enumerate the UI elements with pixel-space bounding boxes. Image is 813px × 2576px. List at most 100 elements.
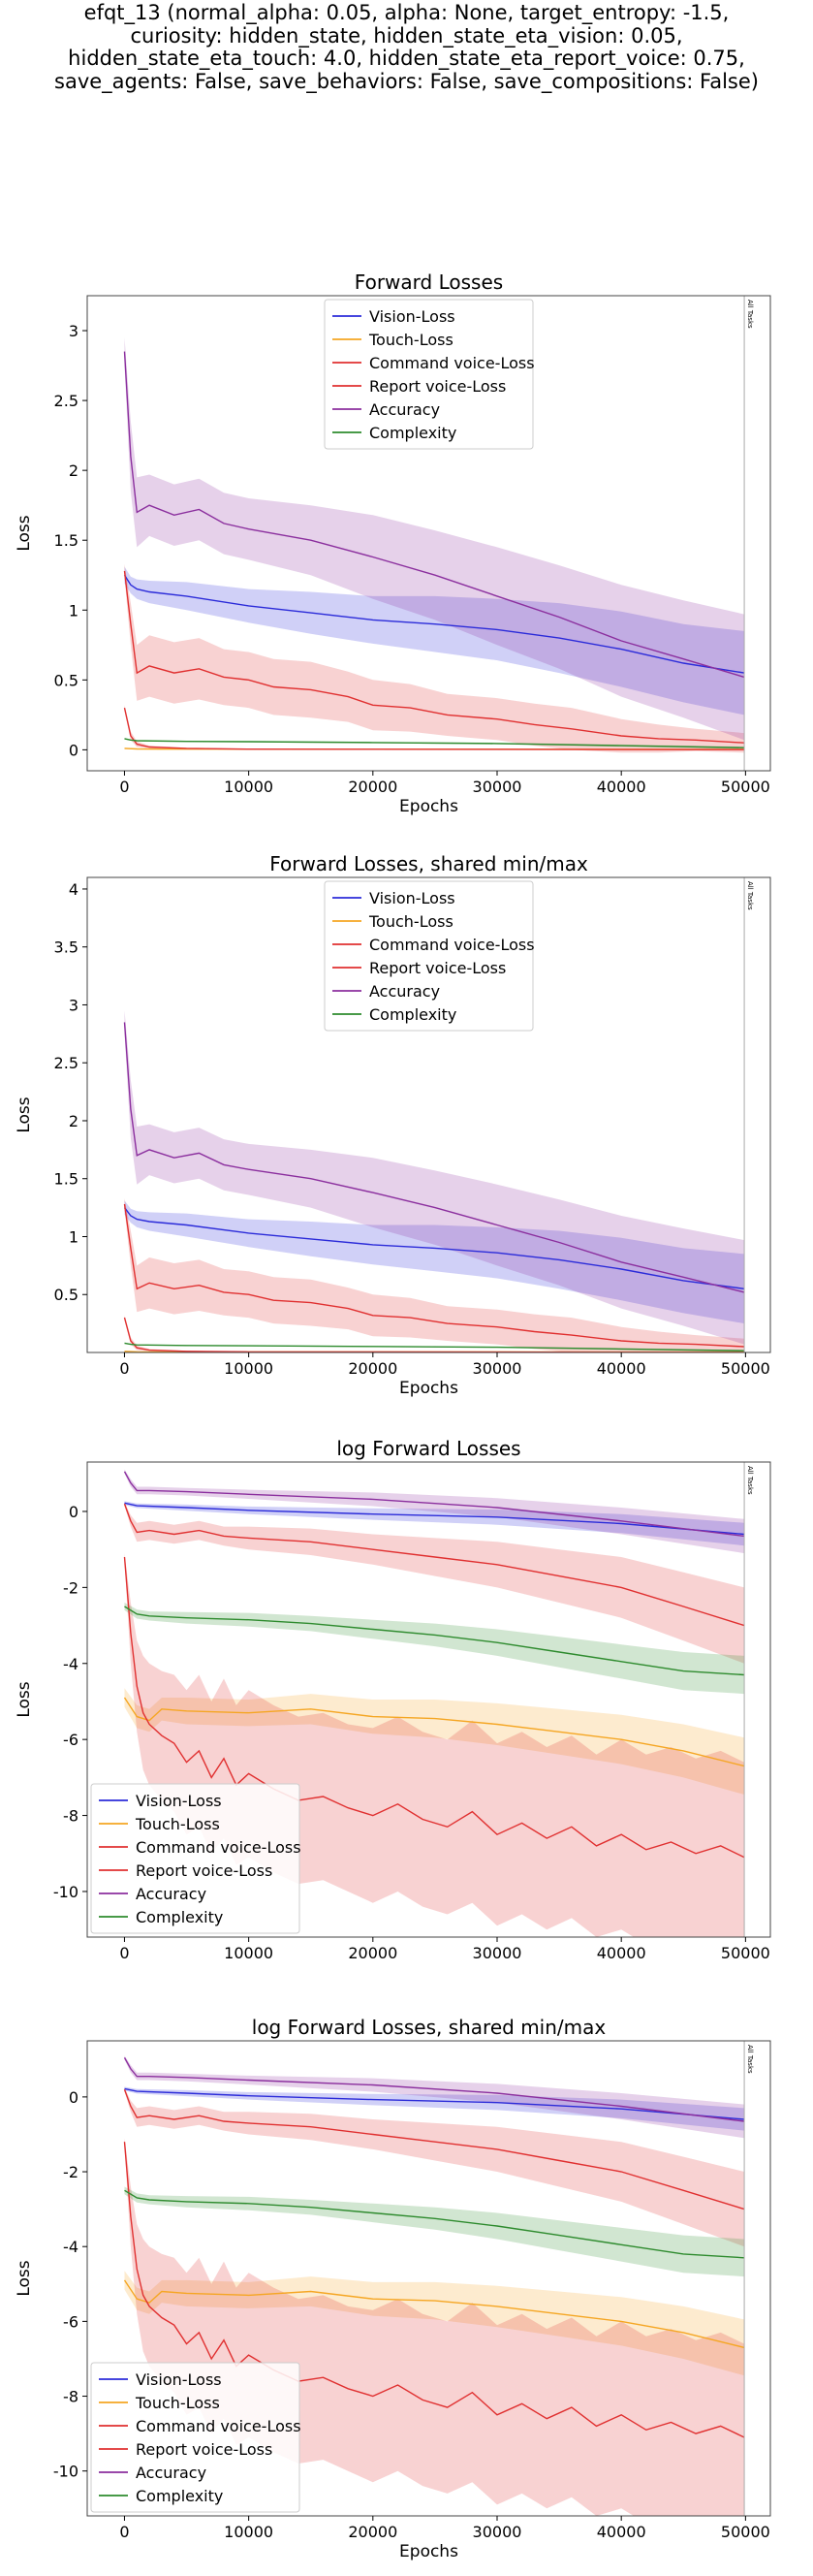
chart-forward-losses: Forward Losses All Tasks 0 10000 20000 30000 4… xyxy=(15,270,771,816)
band-vision xyxy=(124,2086,745,2131)
legend: Vision-Loss Touch-Loss Command voice-Loss R… xyxy=(90,2362,301,2513)
legend-label-touch: Touch-Loss xyxy=(368,912,453,931)
y-axis-label: Loss xyxy=(15,515,34,551)
y-tick-label: 0 xyxy=(69,1503,78,1521)
x-tick-label: 20000 xyxy=(348,1359,397,1378)
band-accuracy xyxy=(124,1010,745,1345)
x-axis-label: Epochs xyxy=(399,2542,458,2561)
band-command xyxy=(124,563,745,753)
x-tick-label: 40000 xyxy=(597,1944,646,1962)
x-tick-label: 30000 xyxy=(473,778,522,796)
legend-label-command: Command voice-Loss xyxy=(369,936,535,954)
chart-log-forward-losses-shared: log Forward Losses, shared min/max All Ta… xyxy=(15,2016,771,2561)
y-tick-label: 1 xyxy=(69,601,78,620)
line-complexity xyxy=(124,738,745,748)
y-tick-label: 0.5 xyxy=(54,1286,78,1304)
y-tick-label: -4 xyxy=(63,1655,78,1673)
x-tick-label: 30000 xyxy=(473,2523,522,2541)
line-complexity xyxy=(124,2189,745,2259)
x-tick-label: 10000 xyxy=(224,778,273,796)
band-touch xyxy=(124,1688,745,1795)
x-tick-label: 0 xyxy=(119,1359,129,1378)
y-axis-label: Loss xyxy=(15,2260,34,2296)
y-tick-label: -8 xyxy=(63,1807,78,1826)
y-tick-label: -6 xyxy=(63,2312,78,2331)
x-tick-label: 0 xyxy=(119,2523,129,2541)
line-command xyxy=(123,570,745,744)
line-touch xyxy=(123,2279,745,2349)
legend-label-complexity: Complexity xyxy=(369,1005,456,1024)
band-touch xyxy=(124,2271,745,2376)
x-tick-label: 0 xyxy=(119,1944,129,1962)
legend-label-complexity: Complexity xyxy=(136,1908,223,1926)
band-complexity xyxy=(124,2186,745,2277)
x-tick-label: 20000 xyxy=(348,2523,397,2541)
y-tick-label: 1 xyxy=(69,1227,78,1246)
legend: Vision-Loss Touch-Loss Command voice-Loss R… xyxy=(324,880,535,1032)
x-tick-label: 0 xyxy=(119,778,129,796)
line-touch xyxy=(123,1697,745,1767)
line-complexity xyxy=(124,1342,745,1352)
line-vision xyxy=(124,2087,745,2120)
axes-frame xyxy=(86,2040,771,2517)
band-command xyxy=(124,2087,745,2247)
line-accuracy xyxy=(123,351,745,679)
legend-label-command: Command voice-Loss xyxy=(136,2417,301,2435)
legend-label-report: Report voice-Loss xyxy=(369,377,506,396)
legend-label-vision: Vision-Loss xyxy=(136,2370,222,2389)
legend-label-command: Command voice-Loss xyxy=(136,1838,301,1857)
chart-title: log Forward Losses, shared min/max xyxy=(252,2016,607,2039)
line-report xyxy=(123,1556,745,1859)
y-tick-label: 2.5 xyxy=(54,392,78,410)
task-marker-label: All Tasks xyxy=(746,881,754,910)
y-tick-label: -6 xyxy=(63,1731,78,1749)
x-tick-label: 10000 xyxy=(224,1359,273,1378)
y-axis-label: Loss xyxy=(15,1097,34,1132)
legend-box xyxy=(90,1783,300,1934)
legend-label-report: Report voice-Loss xyxy=(136,1861,272,1880)
legend-box xyxy=(324,880,534,1032)
band-command xyxy=(124,1198,745,1352)
chart-title: Forward Losses, shared min/max xyxy=(269,852,588,875)
line-report xyxy=(123,2142,745,2438)
x-tick-label: 20000 xyxy=(348,778,397,796)
legend-label-complexity: Complexity xyxy=(369,424,456,442)
line-vision xyxy=(123,1207,745,1289)
y-tick-label: 2 xyxy=(69,1112,78,1130)
chart-log-forward-losses: log Forward Losses All Tasks 0 10000 20000 30… xyxy=(15,1437,771,1962)
legend: Vision-Loss Touch-Loss Command voice-Loss R… xyxy=(324,299,535,450)
legend: Vision-Loss Touch-Loss Command voice-Loss R… xyxy=(90,1783,301,1934)
x-tick-label: 50000 xyxy=(721,1359,770,1378)
y-tick-label: -4 xyxy=(63,2238,78,2256)
y-tick-label: 1.5 xyxy=(54,531,78,550)
plot-area xyxy=(123,337,745,753)
band-command xyxy=(124,1502,745,1664)
y-tick-label: 1.5 xyxy=(54,1170,78,1189)
y-tick-label: 3 xyxy=(69,322,78,340)
y-tick-label: 3 xyxy=(69,996,78,1014)
line-accuracy xyxy=(123,1471,745,1538)
task-marker-label: All Tasks xyxy=(746,2045,754,2074)
task-marker-label: All Tasks xyxy=(746,300,754,329)
legend-label-report: Report voice-Loss xyxy=(136,2440,272,2459)
plot-area xyxy=(123,1010,745,1352)
x-tick-label: 10000 xyxy=(224,1944,273,1962)
line-command xyxy=(123,1203,745,1348)
axes-frame xyxy=(86,876,771,1353)
chart-forward-losses-shared: Forward Losses, shared min/max All Tasks 0… xyxy=(15,852,771,1398)
y-tick-label: 2.5 xyxy=(54,1054,78,1072)
line-accuracy xyxy=(123,2057,745,2122)
line-command xyxy=(123,1503,745,1627)
legend-label-vision: Vision-Loss xyxy=(369,889,455,907)
y-axis-label: Loss xyxy=(15,1681,34,1717)
y-tick-label: -8 xyxy=(63,2388,78,2406)
legend-label-accuracy: Accuracy xyxy=(369,400,440,419)
legend-label-accuracy: Accuracy xyxy=(136,1885,206,1903)
legend-label-complexity: Complexity xyxy=(136,2487,223,2505)
y-tick-label: 0 xyxy=(69,741,78,759)
legend-label-report: Report voice-Loss xyxy=(369,959,506,977)
y-tick-label: 3.5 xyxy=(54,938,78,957)
y-tick-label: 4 xyxy=(69,880,78,899)
line-complexity xyxy=(124,1606,745,1676)
legend-label-command: Command voice-Loss xyxy=(369,354,535,372)
